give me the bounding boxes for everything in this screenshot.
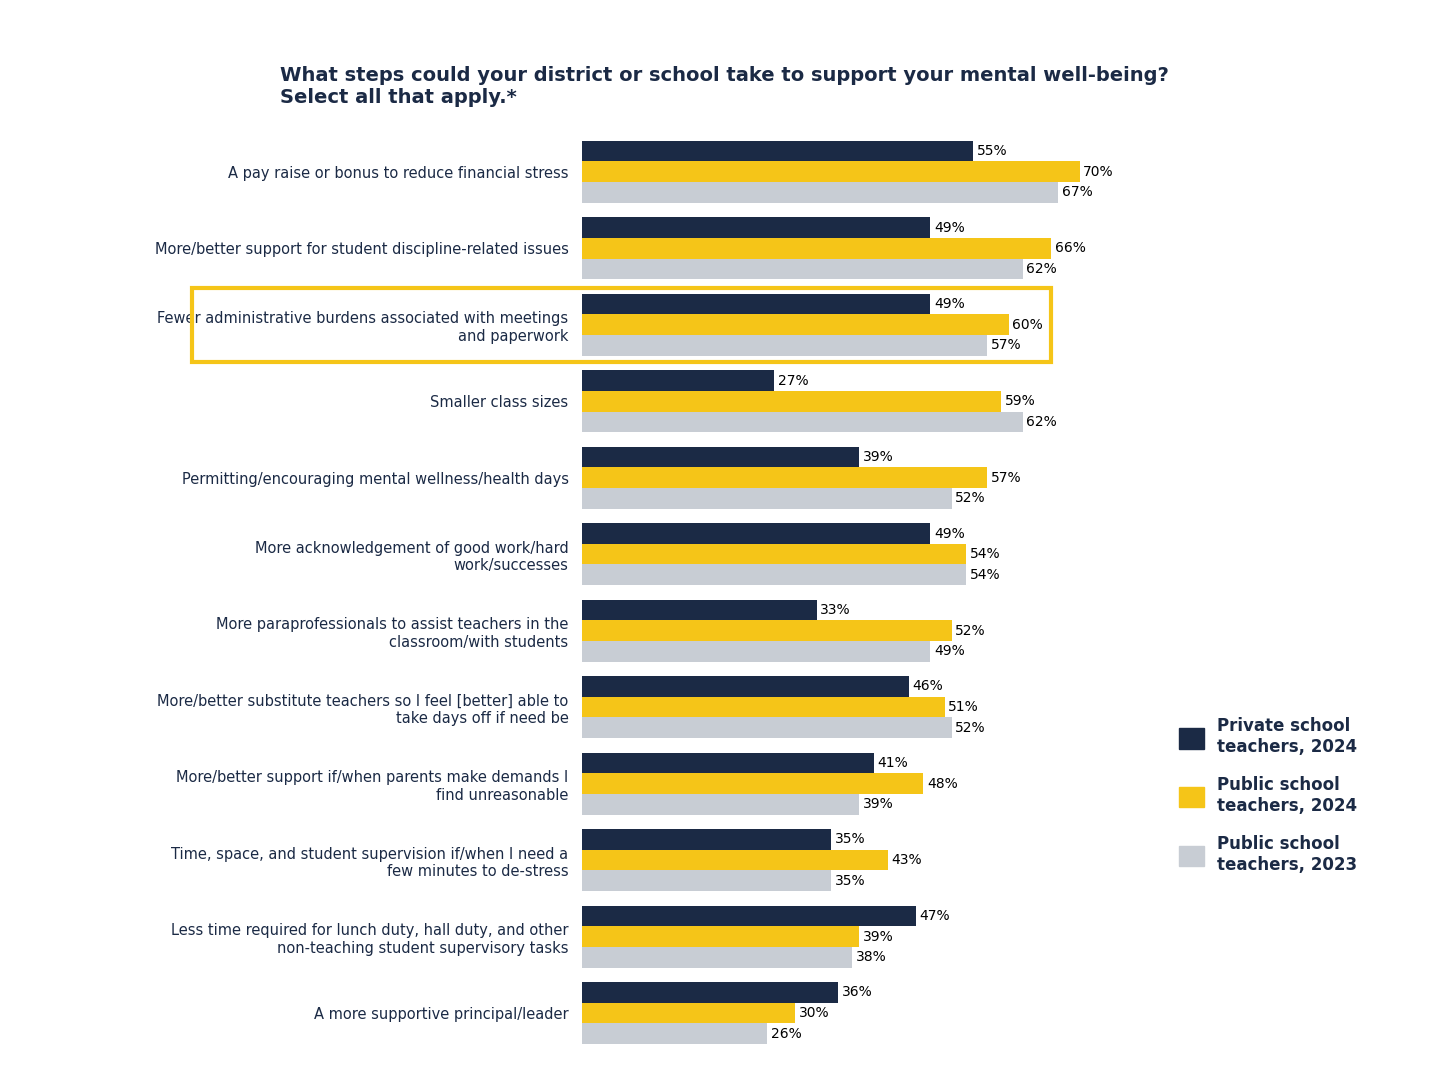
Text: 62%: 62% [1026,415,1057,429]
Bar [582,488,952,509]
Text: 70%: 70% [1083,165,1114,178]
Bar [582,314,1009,335]
Text: 57%: 57% [990,338,1022,352]
Bar [582,850,888,871]
Text: 57%: 57% [990,471,1022,485]
Bar [582,641,930,662]
Bar [582,1024,767,1045]
Bar [582,871,831,891]
Text: 59%: 59% [1005,395,1035,409]
Bar [582,752,874,773]
Text: 49%: 49% [933,526,965,540]
Text: 33%: 33% [820,603,850,617]
Bar [582,371,775,391]
Bar [582,293,930,314]
Text: 39%: 39% [863,450,894,464]
Bar [582,447,859,467]
Text: 52%: 52% [955,721,986,735]
Text: 41%: 41% [877,755,909,770]
Bar [582,467,987,488]
Text: 49%: 49% [933,645,965,659]
Bar [582,1003,795,1024]
Bar [582,259,1022,279]
Text: 62%: 62% [1026,262,1057,276]
Bar [582,523,930,544]
Text: 27%: 27% [778,374,808,388]
Bar [582,391,1002,412]
Bar [582,926,859,947]
Bar [582,217,930,238]
Bar [582,140,973,161]
Bar [582,182,1059,202]
Bar [582,717,952,738]
Bar [582,544,965,564]
Legend: Private school
teachers, 2024, Public school
teachers, 2024, Public school
teach: Private school teachers, 2024, Public sc… [1179,717,1357,874]
Bar [582,238,1051,259]
Bar [582,947,852,967]
Text: What steps could your district or school take to support your mental well-being?: What steps could your district or school… [280,65,1168,107]
Text: 43%: 43% [891,853,922,867]
Bar [582,161,1079,182]
Text: 67%: 67% [1061,186,1092,199]
Text: 60%: 60% [1012,317,1042,332]
Text: 39%: 39% [863,929,894,944]
Text: 47%: 47% [920,909,951,923]
Bar [582,697,945,717]
Text: 35%: 35% [834,874,865,888]
Bar [582,905,916,926]
Text: 38%: 38% [856,950,887,964]
Text: 66%: 66% [1054,241,1086,255]
Text: 49%: 49% [933,297,965,311]
Text: 46%: 46% [913,679,943,694]
Bar [582,621,952,641]
Bar [582,773,923,794]
Text: 48%: 48% [927,776,958,790]
Text: 35%: 35% [834,833,865,847]
Bar [582,564,965,585]
Text: 49%: 49% [933,221,965,235]
Text: 52%: 52% [955,491,986,505]
Bar [582,829,831,850]
Text: 54%: 54% [970,567,1000,582]
Bar [582,676,909,697]
Bar [582,983,839,1003]
Text: 36%: 36% [842,986,872,999]
Bar [582,794,859,814]
Text: 39%: 39% [863,797,894,811]
Bar [582,600,817,621]
Text: 26%: 26% [770,1027,801,1040]
Text: 55%: 55% [977,145,1008,158]
Text: 52%: 52% [955,624,986,638]
Bar [582,412,1022,433]
Bar [582,335,987,355]
Text: 30%: 30% [799,1007,830,1020]
Text: 54%: 54% [970,547,1000,561]
Text: 51%: 51% [948,700,978,714]
